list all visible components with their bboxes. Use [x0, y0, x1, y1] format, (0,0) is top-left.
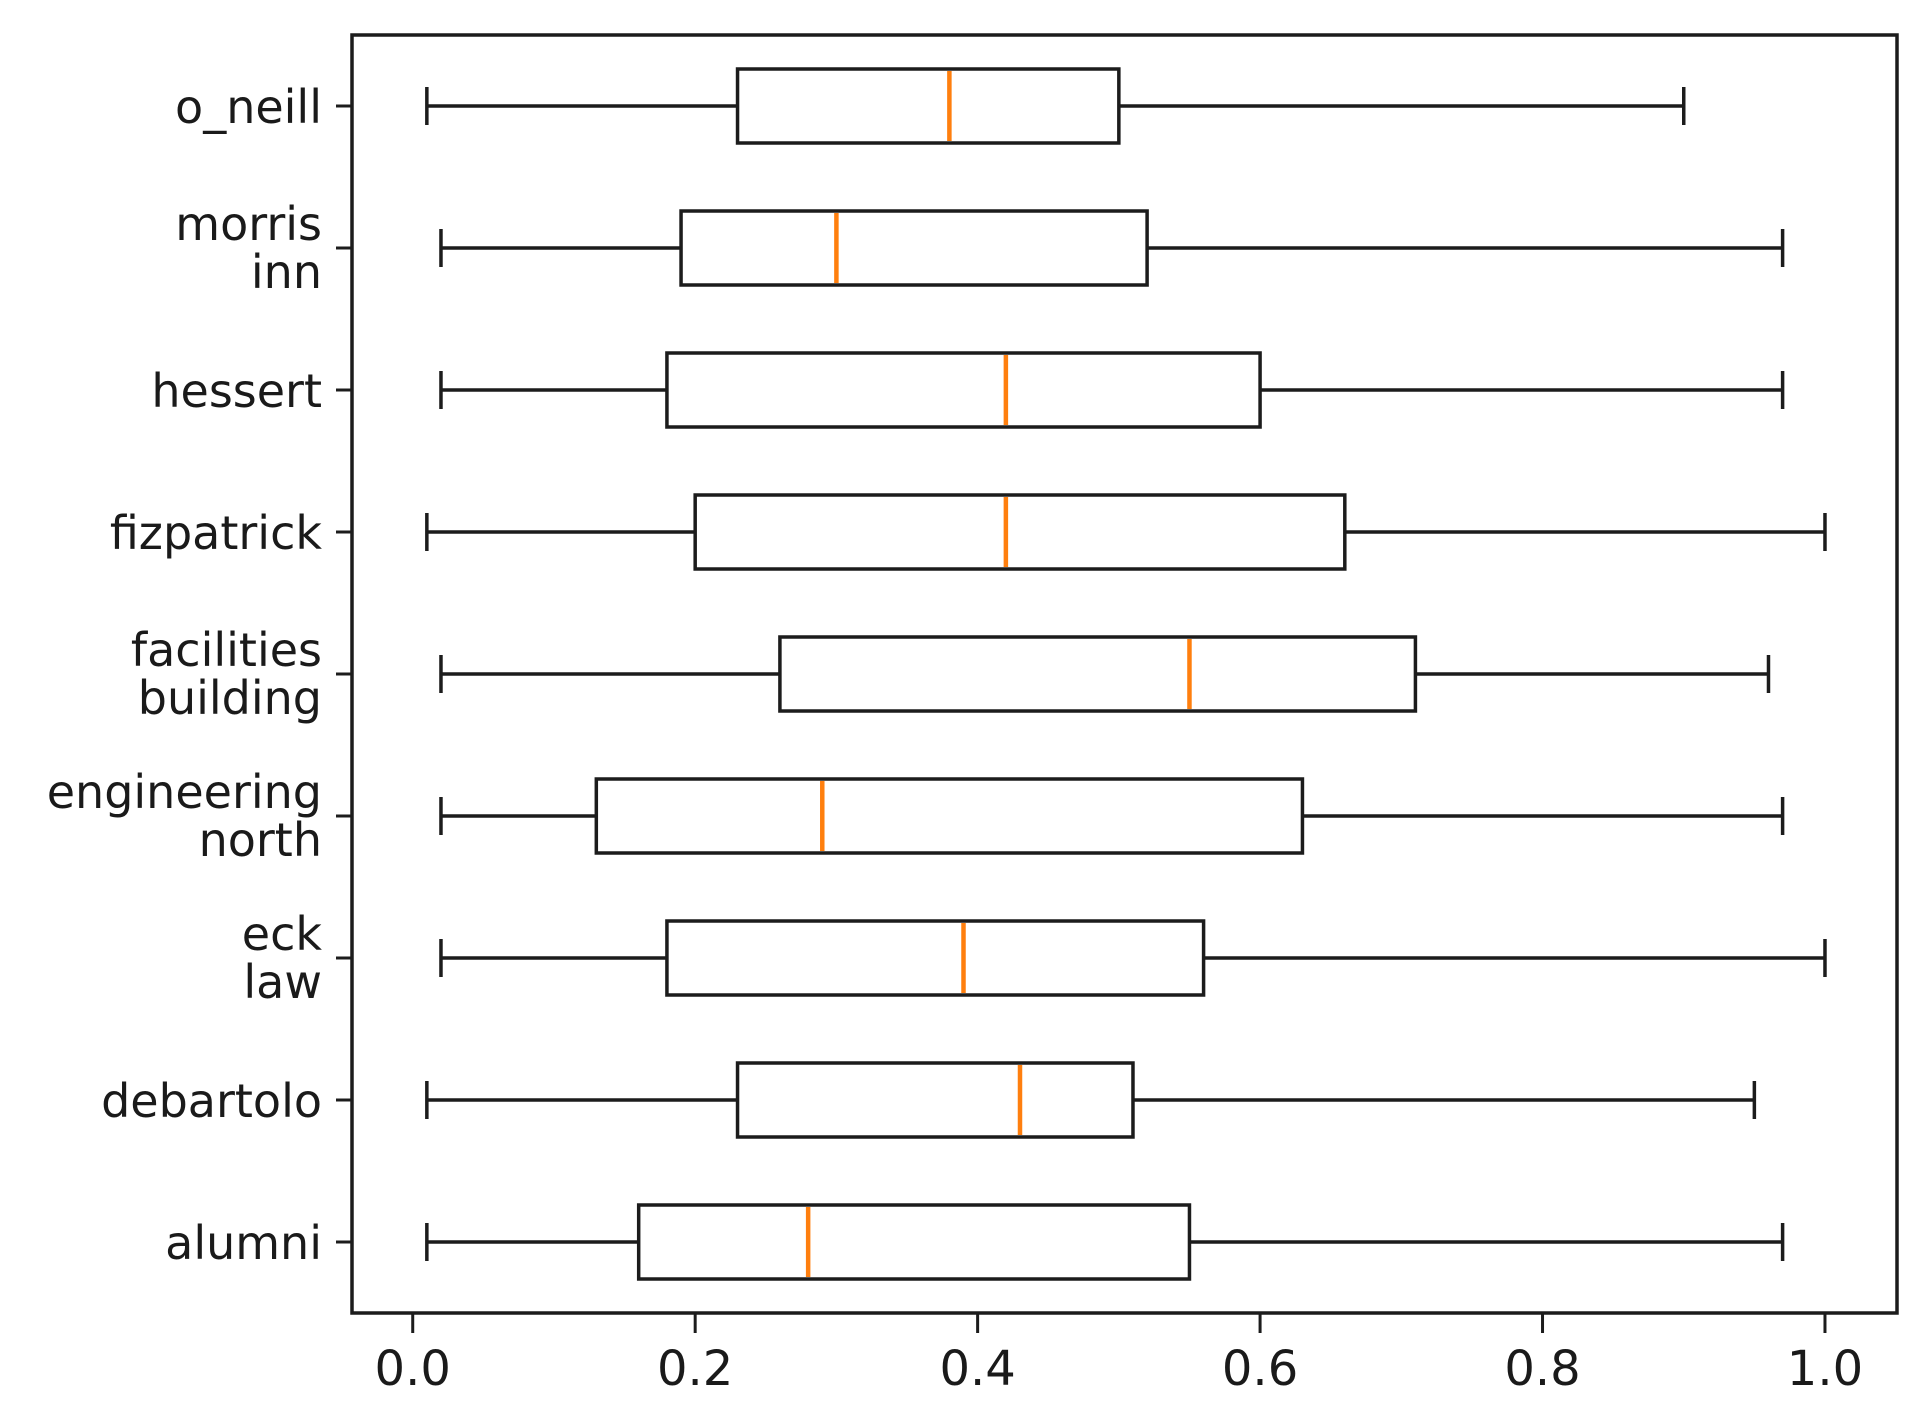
x-tick-label: 0.2 [657, 1341, 733, 1397]
category-label: north [199, 813, 322, 867]
iqr-box [693, 493, 1347, 571]
boxplot-row-alumni: alumni [165, 1203, 1785, 1281]
iqr-box [636, 1203, 1192, 1281]
iqr-box [665, 351, 1262, 429]
category-label: o_neill [175, 80, 322, 134]
iqr-box [679, 209, 1149, 287]
iqr-box [665, 919, 1206, 997]
category-label: alumni [165, 1216, 322, 1270]
iqr-box [735, 67, 1121, 145]
x-tick-label: 0.6 [1222, 1341, 1298, 1397]
boxplot-row-hessert: hessert [151, 351, 1785, 429]
category-label: inn [251, 245, 322, 299]
category-label: hessert [151, 364, 322, 418]
category-label: facilities [131, 623, 322, 677]
category-label: fizpatrick [110, 506, 323, 560]
category-label: engineering [47, 765, 322, 819]
boxplot-row-debartolo: debartolo [101, 1061, 1757, 1139]
category-label: morris [175, 197, 322, 251]
boxplot-row-fizpatrick: fizpatrick [110, 493, 1827, 571]
category-label: eck [242, 907, 323, 961]
x-tick-label: 1.0 [1787, 1341, 1863, 1397]
category-label: building [138, 671, 322, 725]
x-tick-label: 0.0 [375, 1341, 451, 1397]
category-label: debartolo [101, 1074, 322, 1128]
iqr-box [735, 1061, 1135, 1139]
category-label: law [243, 955, 322, 1009]
iqr-box [594, 777, 1305, 855]
x-tick-label: 0.8 [1504, 1341, 1580, 1397]
boxplot-row-o_neill: o_neill [175, 67, 1686, 145]
iqr-box [778, 635, 1418, 713]
x-tick-label: 0.4 [939, 1341, 1015, 1397]
